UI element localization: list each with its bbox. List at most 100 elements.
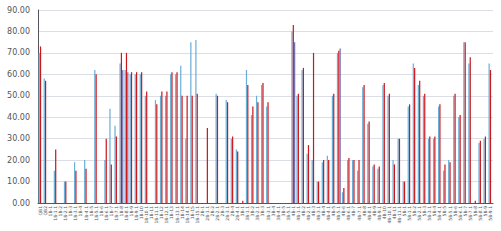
- svg-text:4B-10.1: 4B-10.1: [386, 206, 392, 224]
- svg-text:5B-1.1: 5B-1.1: [407, 206, 413, 221]
- svg-text:1B-2: 1B-2: [58, 206, 64, 217]
- svg-text:1B-6.1: 1B-6.1: [103, 206, 109, 221]
- svg-text:1B-15.1: 1B-15.1: [194, 206, 200, 224]
- svg-text:4B-11.1: 4B-11.1: [397, 206, 402, 224]
- svg-text:3B-4: 3B-4: [270, 206, 276, 217]
- svg-text:5B-9.1: 5B-9.1: [488, 206, 493, 221]
- svg-text:4B-8: 4B-8: [361, 206, 367, 217]
- svg-text:3B-3.1: 3B-3.1: [265, 206, 271, 221]
- svg-text:5B-3.1: 5B-3.1: [427, 206, 433, 221]
- svg-text:QB2: QB2: [43, 206, 49, 216]
- svg-text:20.00: 20.00: [7, 156, 30, 165]
- svg-text:3B-2.1: 3B-2.1: [255, 206, 261, 221]
- svg-text:5B-8: 5B-8: [472, 206, 478, 217]
- svg-text:1B-4: 1B-4: [78, 206, 84, 217]
- svg-text:4B-6.1: 4B-6.1: [346, 206, 352, 221]
- svg-text:1B-7.1: 1B-7.1: [113, 206, 119, 221]
- svg-text:4B-4: 4B-4: [321, 206, 327, 217]
- svg-text:4B-3: 4B-3: [311, 206, 316, 217]
- svg-text:1B-14.1: 1B-14.1: [184, 206, 190, 224]
- svg-text:2B-3: 2B-3: [220, 206, 225, 217]
- svg-text:1B-11: 1B-11: [149, 206, 155, 220]
- svg-text:5B-5: 5B-5: [442, 206, 448, 217]
- svg-text:5B-2: 5B-2: [412, 206, 418, 217]
- svg-text:4B-4.1: 4B-4.1: [326, 206, 332, 221]
- svg-text:1B-1: 1B-1: [48, 206, 54, 217]
- svg-text:1B-2.1: 1B-2.1: [63, 206, 69, 221]
- svg-text:60.00: 60.00: [7, 70, 30, 79]
- svg-text:1B-14: 1B-14: [179, 206, 185, 220]
- svg-text:1B-9.1: 1B-9.1: [134, 206, 140, 221]
- svg-text:4B-2.1: 4B-2.1: [306, 206, 311, 221]
- svg-text:2B-4.1: 2B-4.1: [235, 206, 241, 221]
- svg-text:5B-4.1: 5B-4.1: [437, 206, 443, 221]
- svg-text:5B-3: 5B-3: [422, 206, 428, 217]
- svg-text:3B-1.1: 3B-1.1: [245, 206, 251, 221]
- svg-text:1B-10: 1B-10: [139, 206, 145, 220]
- svg-text:4B-8.1: 4B-8.1: [366, 206, 372, 221]
- svg-text:4B-1.1: 4B-1.1: [295, 206, 301, 221]
- svg-text:3B-2: 3B-2: [250, 206, 256, 217]
- svg-text:5B-8.1: 5B-8.1: [477, 206, 483, 221]
- svg-text:2B-2.1: 2B-2.1: [215, 206, 220, 221]
- svg-text:4B-9: 4B-9: [371, 206, 377, 217]
- svg-text:5B-2.1: 5B-2.1: [417, 206, 423, 221]
- svg-text:5B-7.1: 5B-7.1: [467, 206, 473, 221]
- svg-text:1B-4.1: 1B-4.1: [83, 206, 89, 221]
- svg-text:1B-11.1: 1B-11.1: [154, 206, 160, 224]
- svg-text:3B-4.1: 3B-4.1: [275, 206, 281, 221]
- svg-text:5B-6.1: 5B-6.1: [457, 206, 463, 221]
- svg-text:30.00: 30.00: [7, 134, 30, 143]
- svg-text:4B-1: 4B-1: [290, 206, 296, 217]
- svg-text:4B-7: 4B-7: [351, 206, 357, 217]
- svg-text:0.00: 0.00: [12, 199, 30, 208]
- svg-text:1B-10.1: 1B-10.1: [144, 206, 150, 224]
- svg-text:40.00: 40.00: [7, 113, 30, 122]
- svg-text:1B-7: 1B-7: [108, 206, 114, 217]
- svg-text:4B-5: 4B-5: [331, 206, 337, 217]
- svg-text:80.00: 80.00: [7, 27, 30, 36]
- svg-text:3B-1: 3B-1: [240, 206, 246, 217]
- svg-text:1B-8.1: 1B-8.1: [124, 206, 129, 221]
- svg-text:4B-7.1: 4B-7.1: [356, 206, 362, 221]
- svg-text:4B-10: 4B-10: [381, 206, 387, 220]
- svg-text:5B-7: 5B-7: [462, 206, 468, 217]
- svg-text:1B-15: 1B-15: [189, 206, 195, 220]
- svg-text:1B-13: 1B-13: [169, 206, 175, 220]
- svg-text:5B-4: 5B-4: [432, 206, 438, 217]
- svg-text:3B-5: 3B-5: [280, 206, 286, 217]
- svg-text:1B-6: 1B-6: [98, 206, 104, 217]
- svg-text:70.00: 70.00: [7, 48, 30, 57]
- svg-text:1B-12.1: 1B-12.1: [164, 206, 170, 224]
- svg-text:4B-3.1: 4B-3.1: [316, 206, 322, 221]
- svg-text:4B-11: 4B-11: [391, 206, 397, 220]
- svg-text:1B-5.1: 1B-5.1: [93, 206, 99, 221]
- svg-text:4B-2: 4B-2: [300, 206, 306, 217]
- svg-text:1B-3.1: 1B-3.1: [73, 206, 79, 221]
- svg-text:4B-9.1: 4B-9.1: [376, 206, 382, 221]
- svg-text:2B-2: 2B-2: [209, 206, 215, 217]
- svg-text:1B-8: 1B-8: [118, 206, 124, 217]
- svg-text:3B-3: 3B-3: [260, 206, 266, 217]
- svg-text:5B-6: 5B-6: [452, 206, 458, 217]
- svg-text:1B-9: 1B-9: [129, 206, 134, 217]
- svg-text:5B-5.1: 5B-5.1: [447, 206, 453, 221]
- svg-text:4B-5.1: 4B-5.1: [336, 206, 342, 221]
- svg-text:QB1: QB1: [38, 206, 43, 216]
- svg-text:1B-3: 1B-3: [68, 206, 74, 217]
- svg-text:2B-1: 2B-1: [199, 206, 205, 217]
- svg-text:1B-12: 1B-12: [159, 206, 165, 220]
- svg-text:2B-3.1: 2B-3.1: [225, 206, 231, 221]
- svg-text:4B-6: 4B-6: [341, 206, 347, 217]
- svg-text:2B-4: 2B-4: [230, 206, 236, 217]
- svg-text:90.00: 90.00: [7, 6, 30, 15]
- svg-text:1B-5: 1B-5: [88, 206, 94, 217]
- svg-text:5B-1: 5B-1: [402, 206, 407, 217]
- svg-text:1B-13.1: 1B-13.1: [174, 206, 180, 224]
- svg-text:1B-1.1: 1B-1.1: [53, 206, 59, 221]
- svg-text:10.00: 10.00: [7, 177, 30, 186]
- svg-text:2B-1.1: 2B-1.1: [204, 206, 210, 221]
- svg-text:50.00: 50.00: [7, 91, 30, 100]
- svg-text:3B-5.1: 3B-5.1: [285, 206, 291, 221]
- svg-text:5B-9: 5B-9: [482, 206, 488, 217]
